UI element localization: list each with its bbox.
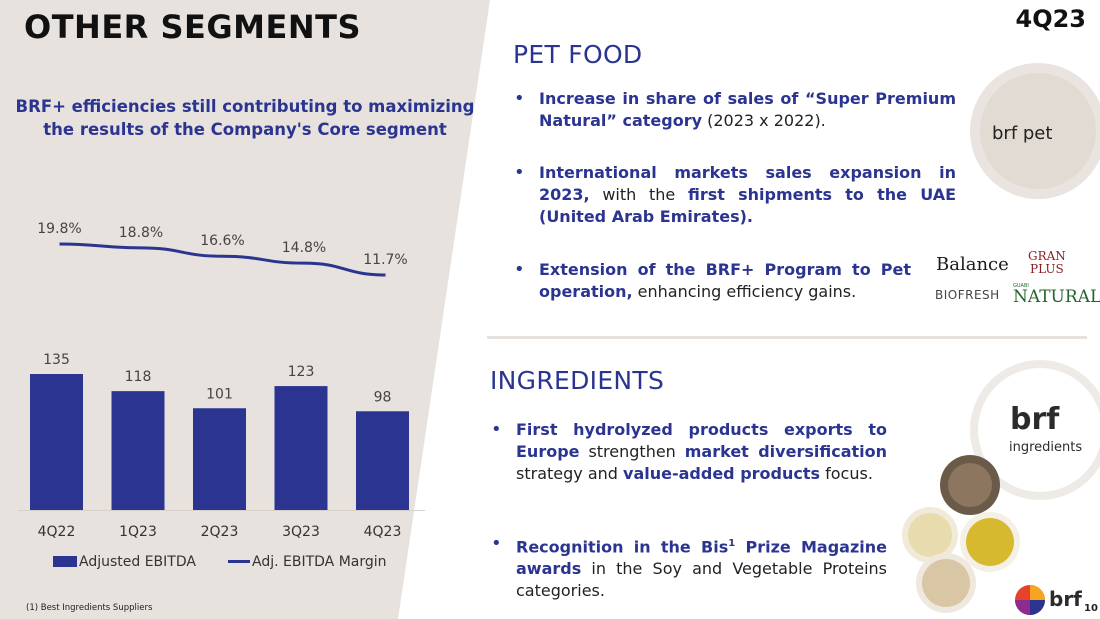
bar-value-label: 123	[288, 364, 315, 380]
bullet-dot-icon: •	[514, 162, 525, 183]
guabi-natural-brand-logo: NATURAL	[1013, 287, 1100, 307]
ebitda-bar	[111, 391, 165, 510]
x-tick-label: 4Q22	[38, 524, 76, 540]
page-title: OTHER SEGMENTS	[24, 8, 361, 46]
guabi-brand-label: GUABI	[1013, 283, 1029, 289]
bullet-bold-text: Increase in share of sales of “Super Pre…	[539, 89, 956, 130]
bar-value-label: 101	[206, 386, 233, 402]
bullet-dot-icon: •	[514, 88, 525, 109]
granplus-brand-logo: GRAN PLUS	[1028, 250, 1066, 276]
bullet-text: with the	[589, 185, 688, 204]
x-tick-label: 1Q23	[119, 524, 157, 540]
bullet-bold-text: Recognition in the Bis	[516, 537, 729, 557]
bullet-text: (2023 x 2022).	[702, 111, 826, 130]
bullet-text: in the Soy and Vegetable Proteins catego…	[516, 559, 887, 601]
legend-swatch-bar	[53, 556, 77, 567]
bullet-dot-icon: •	[491, 419, 502, 440]
bullet-bold-text: value-added products	[623, 464, 821, 483]
ebitda-bar	[274, 386, 328, 510]
bullet-dot-icon: •	[491, 533, 502, 554]
bullet-bold-text: Prize Magazine awards	[516, 537, 887, 579]
margin-value-label: 19.8%	[37, 221, 81, 237]
legend-label-ebitda-margin: Adj. EBITDA Margin	[252, 554, 387, 570]
margin-value-label: 16.6%	[200, 233, 244, 249]
pet-food-bullet-3: • Extension of the BRF+ Program to Pet op…	[514, 259, 911, 303]
x-tick-label: 2Q23	[201, 524, 239, 540]
ebitda-bar	[30, 374, 83, 510]
pet-food-bullet-2: • International markets sales expansion i…	[514, 162, 957, 228]
bullet-text: focus.	[820, 464, 873, 483]
bullet-dot-icon: •	[514, 259, 525, 280]
brf-pet-logo-text: brf pet	[992, 123, 1053, 144]
legend-label-adjusted-ebitda: Adjusted EBITDA	[79, 554, 196, 570]
margin-value-label: 18.8%	[119, 225, 163, 241]
brf-ingredients-logo-sub: ingredients	[1009, 440, 1083, 455]
bar-value-label: 135	[43, 352, 70, 368]
x-tick-label: 3Q23	[282, 524, 320, 540]
x-tick-label: 4Q23	[364, 524, 402, 540]
brf-logo-icon	[1015, 585, 1045, 615]
footnote-marker: 1	[728, 538, 736, 549]
footnote: (1) Best Ingredients Suppliers	[26, 603, 153, 613]
brf-logo-word: brf	[1049, 587, 1082, 611]
ingredients-bullet-2: • Recognition in the Bis1 Prize Magazine …	[491, 533, 887, 602]
margin-value-label: 14.8%	[282, 240, 326, 256]
page-number: 10	[1084, 603, 1098, 614]
bar-value-label: 118	[125, 369, 152, 385]
subtitle-line-2: the results of the Company's Core segmen…	[43, 120, 447, 139]
ingredients-title: INGREDIENTS	[490, 366, 665, 395]
granplus-plus: PLUS	[1030, 262, 1064, 276]
ebitda-margin-line	[59, 242, 386, 277]
ebitda-bar	[193, 408, 246, 510]
pet-food-title: PET FOOD	[513, 40, 643, 69]
biofresh-brand-logo: BIOFRESH	[935, 288, 1000, 302]
ebitda-bar	[356, 411, 409, 510]
bar-value-label: 98	[374, 389, 392, 405]
bullet-bold-text: first shipments to the UAE (United Arab …	[539, 185, 957, 226]
bullet-bold-text: International markets sales expansion in…	[539, 163, 956, 204]
bullet-bold-text: First hydrolyzed products exports to Eur…	[516, 420, 887, 461]
margin-value-label: 11.7%	[363, 252, 407, 268]
brf-pet-logo	[970, 63, 1100, 199]
pet-food-bullet-1: • Increase in share of sales of “Super Pr…	[514, 88, 956, 132]
ingredients-bullet-1: • First hydrolyzed products exports to Eu…	[491, 419, 888, 485]
granplus-gran: GRAN	[1028, 249, 1066, 263]
ebitda-chart: 135 4Q22 118 1Q23 101 2Q23 123 3Q23 98 4Q23 19.8% 1…	[18, 221, 425, 570]
ingredient-bowls-image	[902, 455, 1020, 613]
bullet-text: strengthen	[579, 442, 685, 461]
quarter-badge: 4Q23	[1015, 5, 1087, 33]
subtitle-line-1: BRF+ efficiencies still contributing to …	[15, 97, 475, 116]
chart-subtitle: BRF+ efficiencies still contributing to …	[10, 95, 480, 141]
bullet-text: enhancing efficiency gains.	[632, 282, 857, 301]
section-divider	[487, 336, 1087, 339]
bullet-bold-text: market diversification	[684, 442, 888, 461]
brf-ingredients-logo-word: brf	[1010, 402, 1060, 437]
bullet-text: strategy and	[516, 464, 624, 483]
bullet-bold-text: Extension of the BRF+ Program to Pet ope…	[539, 260, 911, 301]
balance-brand-logo: Balance	[936, 254, 1009, 275]
